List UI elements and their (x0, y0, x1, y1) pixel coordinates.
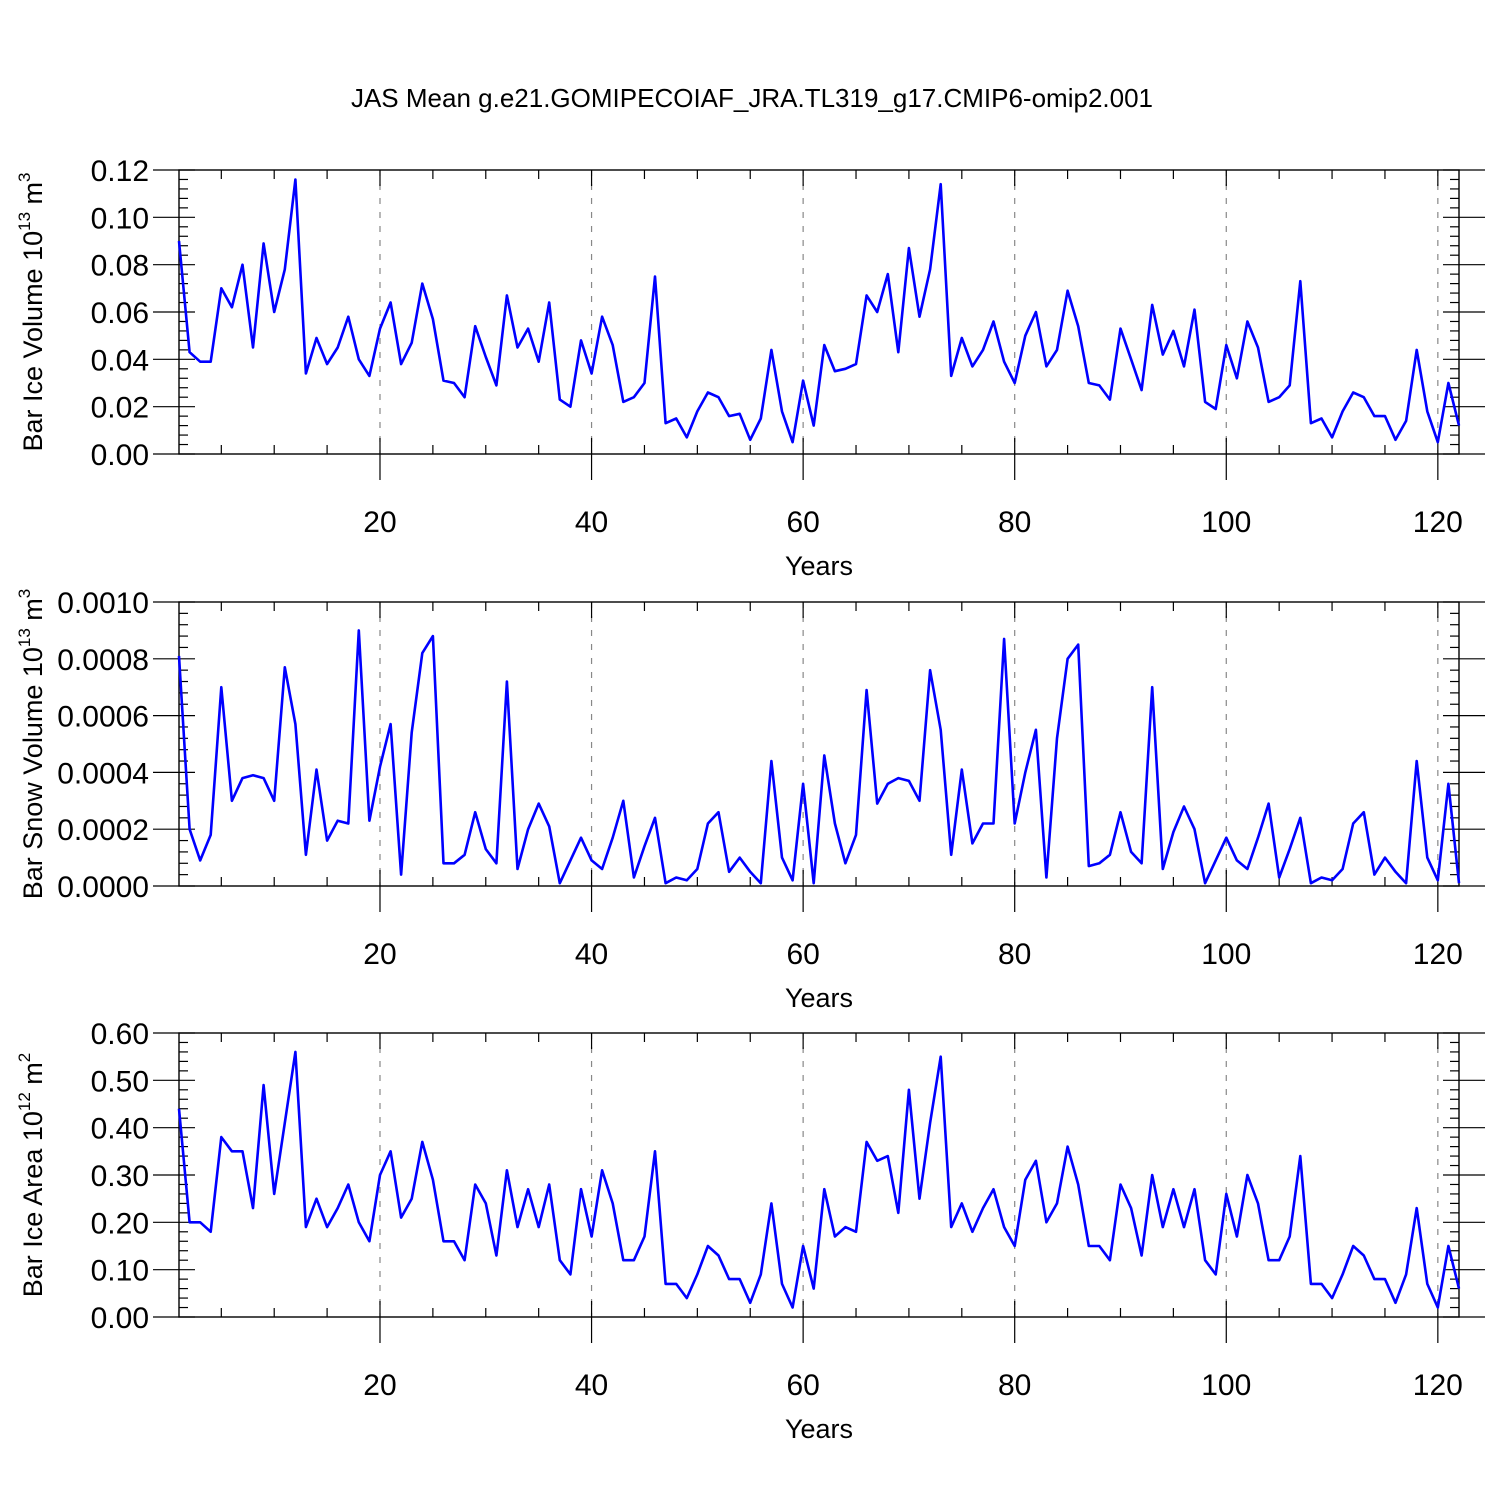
y-tick-label: 0.50 (91, 1065, 149, 1098)
x-tick-label: 100 (1201, 1369, 1251, 1402)
y-tick-label: 0.10 (91, 1255, 149, 1288)
y-tick-label: 0.30 (91, 1160, 149, 1193)
x-tick-label: 60 (786, 506, 819, 539)
y-tick-label: 0.20 (91, 1207, 149, 1240)
panel-3: 0.00 0.10 0.20 0.30 0.40 0.50 0.60 20 40 60 80 100 1… (15, 1018, 1485, 1444)
y-tick-label: 0.06 (91, 297, 149, 330)
y-axis-title: Bar Snow Volume 1013 m3 (15, 589, 48, 900)
plot-frame (178, 601, 1460, 887)
y-axis-title: Bar Ice Area 1012 m2 (15, 1053, 48, 1298)
series-line (177, 178, 1461, 444)
y-tick-label: 0.00 (91, 439, 149, 472)
y-tick-label: 0.0010 (57, 587, 149, 620)
x-tick-label: 80 (998, 506, 1031, 539)
x-tick-label: 20 (363, 1369, 396, 1402)
x-tick-label: 40 (575, 1369, 608, 1402)
y-tick-label: 0.0002 (57, 814, 149, 847)
x-tick-label: 40 (575, 506, 608, 539)
x-tick-label: 40 (575, 938, 608, 971)
plot-frame (178, 169, 1460, 455)
x-tick-label: 60 (786, 1369, 819, 1402)
y-tick-label: 0.40 (91, 1113, 149, 1146)
series-line (177, 1050, 1461, 1309)
x-tick-label: 80 (998, 1369, 1031, 1402)
x-tick-label: 100 (1201, 938, 1251, 971)
y-tick-label: 0.08 (91, 250, 149, 283)
x-tick-label: 120 (1413, 938, 1463, 971)
y-tick-label: 0.60 (91, 1018, 149, 1051)
panels: 0.00 0.02 0.04 0.06 0.08 0.10 0.12 20 40 60 80 100 1… (15, 155, 1485, 1444)
x-tick-label: 60 (786, 938, 819, 971)
y-axis-title: Bar Ice Volume 1013 m3 (15, 172, 48, 451)
y-tick-label: 0.02 (91, 392, 149, 425)
x-tick-label: 80 (998, 938, 1031, 971)
x-axis-title: Years (785, 551, 853, 581)
x-axis-title: Years (785, 1414, 853, 1444)
chart-title: JAS Mean g.e21.GOMIPECOIAF_JRA.TL319_g17… (351, 83, 1153, 113)
x-tick-label: 20 (363, 506, 396, 539)
y-tick-label: 0.0006 (57, 701, 149, 734)
x-tick-label: 20 (363, 938, 396, 971)
x-tick-label: 120 (1413, 506, 1463, 539)
x-axis-title: Years (785, 983, 853, 1013)
x-tick-label: 120 (1413, 1369, 1463, 1402)
y-tick-label: 0.12 (91, 155, 149, 188)
y-tick-label: 0.0000 (57, 871, 149, 904)
y-tick-label: 0.10 (91, 202, 149, 235)
y-tick-label: 0.0004 (57, 757, 149, 790)
y-tick-label: 0.0008 (57, 644, 149, 677)
series-line (177, 629, 1461, 885)
panel-2: 0.0000 0.0002 0.0004 0.0006 0.0008 0.0010 20 40… (15, 587, 1485, 1013)
panel-1: 0.00 0.02 0.04 0.06 0.08 0.10 0.12 20 40 60 80 100 1… (15, 155, 1485, 581)
x-tick-label: 100 (1201, 506, 1251, 539)
plot-frame (178, 1032, 1460, 1318)
y-tick-label: 0.00 (91, 1302, 149, 1335)
y-tick-label: 0.04 (91, 344, 149, 377)
